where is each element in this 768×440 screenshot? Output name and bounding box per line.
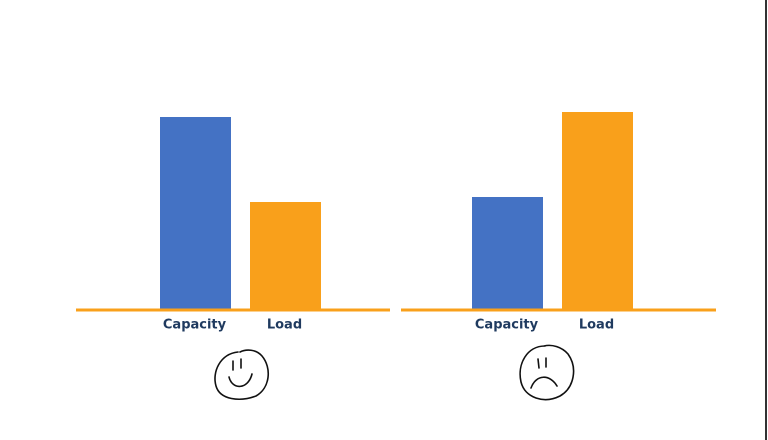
- x-tick-label: Load: [579, 318, 614, 333]
- x-tick-label: Load: [267, 318, 302, 333]
- bar: [562, 112, 633, 309]
- happy-face: [214, 349, 269, 400]
- bar: [160, 117, 231, 309]
- sad-face: [519, 344, 575, 401]
- bar: [250, 202, 321, 309]
- x-tick-label: Capacity: [475, 318, 539, 333]
- bar: [472, 197, 543, 309]
- x-tick-label: Capacity: [163, 318, 227, 333]
